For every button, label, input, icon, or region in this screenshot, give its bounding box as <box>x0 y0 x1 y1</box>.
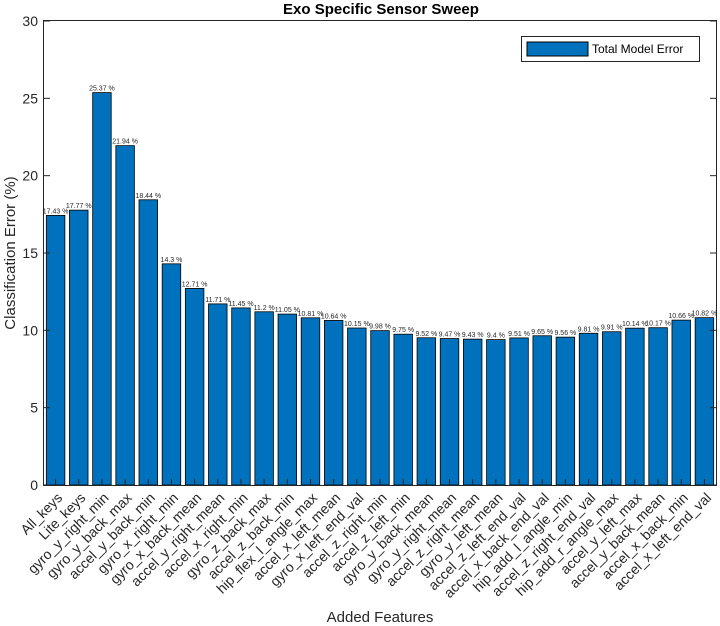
x-axis: All_keysLite_keysgyro_y_right_mingyro_y_… <box>17 479 714 601</box>
bar-labels-group: 17.43 %17.77 % 25.37 % 21.94 % 18.44 % 14.3 … <box>43 86 718 340</box>
bar-19 <box>486 339 506 486</box>
bar-value-label-12: 10.64 % <box>321 313 347 320</box>
bar-value-label-22: 9.56 % <box>554 330 576 337</box>
bar-10 <box>277 313 297 486</box>
bar-14 <box>370 330 390 486</box>
bar-value-label-16: 9.52 % <box>415 331 437 338</box>
bar-17 <box>439 338 460 486</box>
bars-group <box>45 92 715 486</box>
y-tick-label-1: 5 <box>30 400 38 416</box>
bar-value-label-11: 10.81 % <box>298 311 324 318</box>
bar-9 <box>254 311 274 486</box>
bar-value-label-17: 9.47 % <box>439 332 461 339</box>
legend-label: Total Model Error <box>592 42 683 56</box>
bar-27 <box>671 319 691 486</box>
bar-4 <box>138 199 158 486</box>
bar-value-label-23: 9.81 % <box>578 326 600 333</box>
bar-value-label-19: 9.4 % <box>487 333 505 340</box>
bar-7 <box>208 303 228 486</box>
y-axis: 0 5 10 15 20 25 30 <box>22 13 716 493</box>
bar-value-label-3: 21.94 % <box>112 139 138 146</box>
bar-8 <box>231 307 251 486</box>
bar-value-label-26: 10.17 % <box>645 321 671 328</box>
bar-value-label-0: 17.43 % <box>43 208 69 215</box>
y-tick-label-0: 0 <box>30 477 38 493</box>
bar-2 <box>92 92 112 486</box>
bar-value-label-10: 11.05 % <box>275 307 300 314</box>
bar-26 <box>648 327 668 486</box>
y-tick-label-3: 15 <box>22 245 38 261</box>
y-tick-label-4: 20 <box>22 168 38 184</box>
bar-value-label-7: 11.71 % <box>205 297 230 304</box>
y-tick-label-5: 25 <box>22 90 38 106</box>
bar-value-label-28: 10.82 % <box>692 311 718 318</box>
bar-6 <box>184 288 205 486</box>
bar-value-label-27: 10.66 % <box>668 313 694 320</box>
bar-25 <box>625 327 645 486</box>
bar-value-label-24: 9.91 % <box>601 325 623 332</box>
bar-value-label-9: 11.2 % <box>253 305 274 312</box>
legend-swatch <box>526 41 589 57</box>
bar-28 <box>694 317 715 486</box>
bar-value-label-13: 10.15 % <box>344 321 370 328</box>
bar-20 <box>509 337 529 486</box>
x-axis-title: Added Features <box>327 609 434 626</box>
bar-value-label-5: 14.3 % <box>161 257 183 264</box>
y-tick-label-6: 30 <box>22 13 38 29</box>
chart-title: Exo Specific Sensor Sweep <box>283 1 479 18</box>
bar-24 <box>602 331 622 486</box>
plot-area-frame <box>43 20 717 486</box>
legend: Total Model Error <box>521 36 700 62</box>
bar-value-label-15: 9.75 % <box>392 327 414 334</box>
bar-value-label-21: 9.65 % <box>531 329 553 336</box>
bar-value-label-25: 10.14 % <box>622 321 648 328</box>
bar-value-label-20: 9.51 % <box>508 331 530 338</box>
y-tick-label-2: 10 <box>22 322 38 338</box>
bar-21 <box>532 335 552 486</box>
bar-0 <box>45 215 66 486</box>
bar-value-label-18: 9.43 % <box>462 332 484 339</box>
bar-3 <box>115 145 135 486</box>
bar-11 <box>300 317 321 486</box>
y-axis-title: Classification Error (%) <box>2 176 19 329</box>
bar-22 <box>555 336 576 486</box>
bar-1 <box>69 209 89 486</box>
bar-23 <box>578 332 599 486</box>
bar-value-label-1: 17.77 % <box>66 203 92 210</box>
bar-value-label-4: 18.44 % <box>135 193 161 200</box>
bar-12 <box>323 320 344 486</box>
bar-value-label-2: 25.37 % <box>89 86 115 93</box>
bar-value-label-8: 11.45 % <box>228 301 253 308</box>
bar-5 <box>161 263 182 486</box>
bar-15 <box>393 333 413 486</box>
bar-value-label-6: 12.71 % <box>182 281 208 288</box>
bar-16 <box>416 337 437 486</box>
bar-13 <box>347 327 367 486</box>
bar-18 <box>463 338 483 486</box>
bar-value-label-14: 9.98 % <box>369 324 391 331</box>
